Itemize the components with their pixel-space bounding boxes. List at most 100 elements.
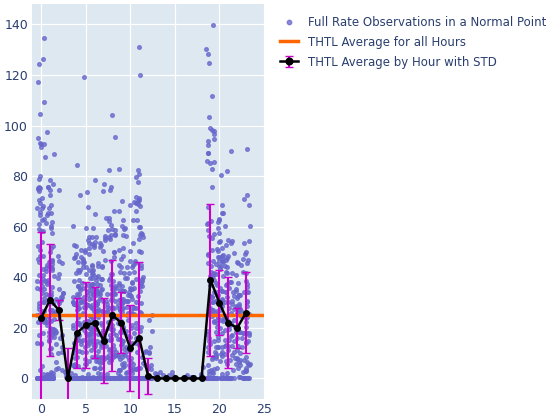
Full Rate Observations in a Normal Point [147, 375, 156, 382]
Full Rate Observations in a Normal Point [100, 309, 109, 315]
Full Rate Observations in a Normal Point [79, 298, 88, 304]
Full Rate Observations in a Normal Point [102, 300, 111, 307]
Full Rate Observations in a Normal Point [58, 289, 67, 296]
Full Rate Observations in a Normal Point [129, 375, 138, 382]
Full Rate Observations in a Normal Point [205, 272, 214, 279]
Full Rate Observations in a Normal Point [206, 281, 215, 288]
Full Rate Observations in a Normal Point [134, 375, 143, 382]
Full Rate Observations in a Normal Point [44, 375, 53, 382]
Full Rate Observations in a Normal Point [127, 375, 136, 382]
Full Rate Observations in a Normal Point [71, 372, 80, 379]
Full Rate Observations in a Normal Point [245, 329, 254, 336]
Full Rate Observations in a Normal Point [142, 375, 151, 382]
Full Rate Observations in a Normal Point [94, 273, 103, 280]
Full Rate Observations in a Normal Point [47, 375, 56, 382]
Full Rate Observations in a Normal Point [88, 270, 97, 277]
Full Rate Observations in a Normal Point [104, 214, 113, 221]
Full Rate Observations in a Normal Point [217, 209, 226, 216]
Full Rate Observations in a Normal Point [69, 375, 78, 382]
Full Rate Observations in a Normal Point [233, 280, 242, 287]
Full Rate Observations in a Normal Point [215, 265, 224, 272]
Full Rate Observations in a Normal Point [129, 330, 138, 336]
Full Rate Observations in a Normal Point [35, 247, 44, 254]
Full Rate Observations in a Normal Point [136, 282, 144, 289]
Full Rate Observations in a Normal Point [212, 261, 221, 268]
Full Rate Observations in a Normal Point [87, 270, 96, 277]
Full Rate Observations in a Normal Point [101, 298, 110, 305]
Full Rate Observations in a Normal Point [33, 278, 42, 284]
Full Rate Observations in a Normal Point [204, 251, 213, 258]
Full Rate Observations in a Normal Point [43, 318, 52, 325]
Full Rate Observations in a Normal Point [234, 291, 243, 298]
Full Rate Observations in a Normal Point [36, 252, 45, 259]
Full Rate Observations in a Normal Point [212, 329, 221, 336]
Full Rate Observations in a Normal Point [92, 318, 101, 325]
Full Rate Observations in a Normal Point [97, 286, 106, 293]
Full Rate Observations in a Normal Point [109, 290, 118, 297]
Full Rate Observations in a Normal Point [71, 253, 80, 260]
Full Rate Observations in a Normal Point [86, 346, 95, 353]
Full Rate Observations in a Normal Point [115, 247, 124, 253]
Full Rate Observations in a Normal Point [217, 370, 226, 377]
Full Rate Observations in a Normal Point [83, 375, 92, 382]
Full Rate Observations in a Normal Point [133, 375, 142, 382]
Full Rate Observations in a Normal Point [107, 294, 116, 301]
Full Rate Observations in a Normal Point [209, 273, 218, 280]
Full Rate Observations in a Normal Point [77, 375, 86, 382]
Full Rate Observations in a Normal Point [52, 341, 60, 348]
Full Rate Observations in a Normal Point [74, 336, 83, 342]
Full Rate Observations in a Normal Point [49, 310, 58, 316]
Full Rate Observations in a Normal Point [143, 375, 152, 382]
Full Rate Observations in a Normal Point [170, 374, 179, 381]
Full Rate Observations in a Normal Point [214, 333, 223, 340]
Full Rate Observations in a Normal Point [85, 267, 94, 273]
Full Rate Observations in a Normal Point [207, 299, 216, 305]
Full Rate Observations in a Normal Point [150, 370, 159, 376]
Full Rate Observations in a Normal Point [78, 260, 87, 266]
Full Rate Observations in a Normal Point [116, 341, 125, 348]
Full Rate Observations in a Normal Point [45, 345, 54, 352]
Full Rate Observations in a Normal Point [125, 375, 134, 382]
Full Rate Observations in a Normal Point [89, 375, 98, 382]
Full Rate Observations in a Normal Point [55, 335, 64, 341]
Full Rate Observations in a Normal Point [43, 371, 52, 378]
Full Rate Observations in a Normal Point [222, 257, 231, 263]
Full Rate Observations in a Normal Point [95, 365, 104, 372]
Full Rate Observations in a Normal Point [106, 291, 115, 298]
Full Rate Observations in a Normal Point [45, 293, 54, 300]
Full Rate Observations in a Normal Point [69, 325, 78, 332]
Full Rate Observations in a Normal Point [71, 332, 80, 339]
Full Rate Observations in a Normal Point [117, 308, 126, 315]
Full Rate Observations in a Normal Point [205, 124, 214, 131]
Full Rate Observations in a Normal Point [48, 375, 57, 382]
Full Rate Observations in a Normal Point [87, 268, 96, 275]
Full Rate Observations in a Normal Point [82, 348, 91, 355]
Full Rate Observations in a Normal Point [138, 375, 147, 382]
Full Rate Observations in a Normal Point [118, 288, 127, 295]
Full Rate Observations in a Normal Point [94, 370, 103, 377]
Full Rate Observations in a Normal Point [99, 375, 108, 382]
Full Rate Observations in a Normal Point [97, 375, 106, 382]
Full Rate Observations in a Normal Point [97, 262, 106, 269]
Full Rate Observations in a Normal Point [39, 265, 48, 272]
Full Rate Observations in a Normal Point [96, 354, 105, 361]
Full Rate Observations in a Normal Point [111, 375, 120, 382]
Full Rate Observations in a Normal Point [136, 249, 145, 256]
Full Rate Observations in a Normal Point [80, 249, 89, 256]
Full Rate Observations in a Normal Point [99, 248, 108, 255]
Full Rate Observations in a Normal Point [35, 173, 44, 180]
Full Rate Observations in a Normal Point [34, 375, 43, 382]
Full Rate Observations in a Normal Point [85, 295, 94, 302]
Full Rate Observations in a Normal Point [68, 375, 77, 382]
Full Rate Observations in a Normal Point [117, 264, 126, 270]
Full Rate Observations in a Normal Point [82, 375, 91, 382]
Full Rate Observations in a Normal Point [42, 319, 51, 326]
Full Rate Observations in a Normal Point [146, 375, 155, 382]
Full Rate Observations in a Normal Point [90, 308, 99, 315]
Full Rate Observations in a Normal Point [220, 327, 229, 333]
Full Rate Observations in a Normal Point [83, 371, 92, 378]
Full Rate Observations in a Normal Point [145, 375, 154, 382]
Full Rate Observations in a Normal Point [240, 196, 249, 203]
Full Rate Observations in a Normal Point [137, 283, 146, 290]
Full Rate Observations in a Normal Point [74, 267, 83, 273]
